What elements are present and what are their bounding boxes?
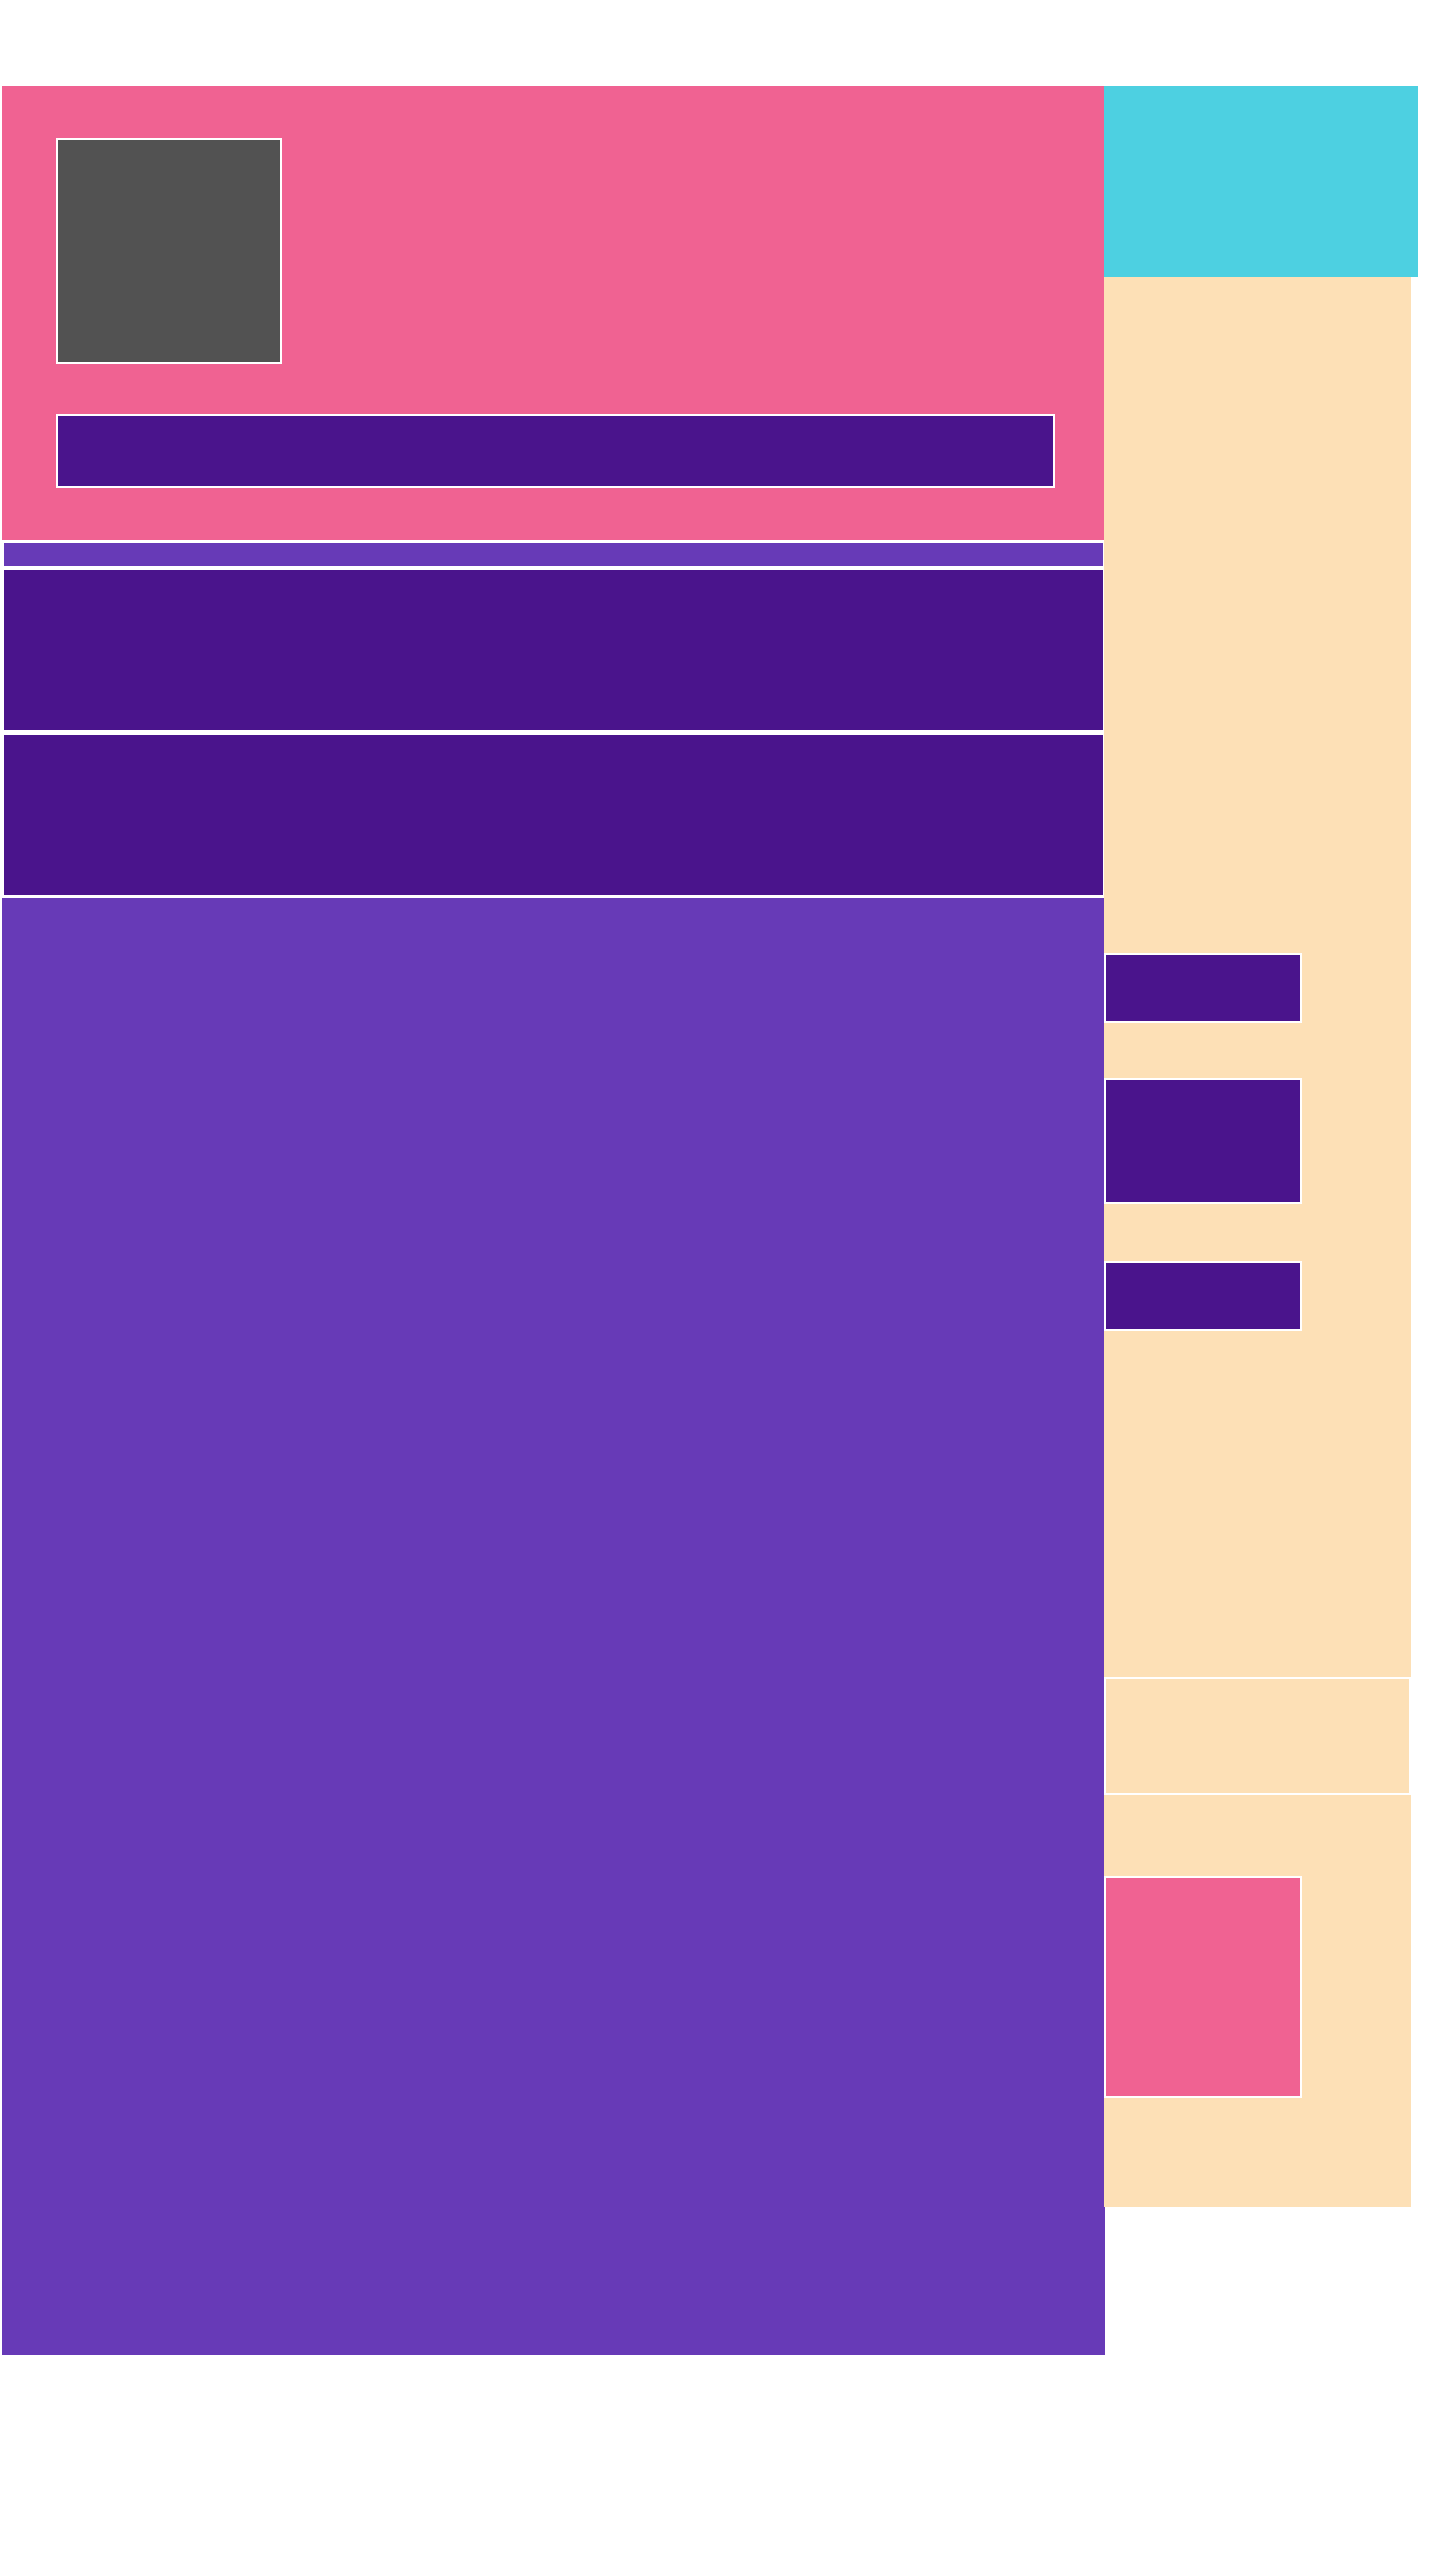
sidebar-footer [1104, 1795, 1411, 2207]
content-band-primary[interactable] [2, 568, 1105, 732]
sidebar-header [1104, 86, 1418, 277]
sidebar-item-3[interactable] [1104, 1261, 1302, 1331]
sidebar-item-1[interactable] [1104, 953, 1302, 1023]
image-placeholder-icon [56, 138, 282, 364]
hero-action-bar[interactable] [56, 414, 1055, 488]
sidebar-section-divider [1104, 1677, 1411, 1795]
divider-strip [2, 541, 1105, 568]
sidebar-panel [1104, 277, 1411, 1677]
hero-banner [2, 86, 1105, 540]
main-content-area [2, 898, 1105, 2355]
sidebar-item-2[interactable] [1104, 1078, 1302, 1204]
content-band-secondary[interactable] [2, 733, 1105, 897]
sidebar-promo-card[interactable] [1104, 1876, 1302, 2098]
